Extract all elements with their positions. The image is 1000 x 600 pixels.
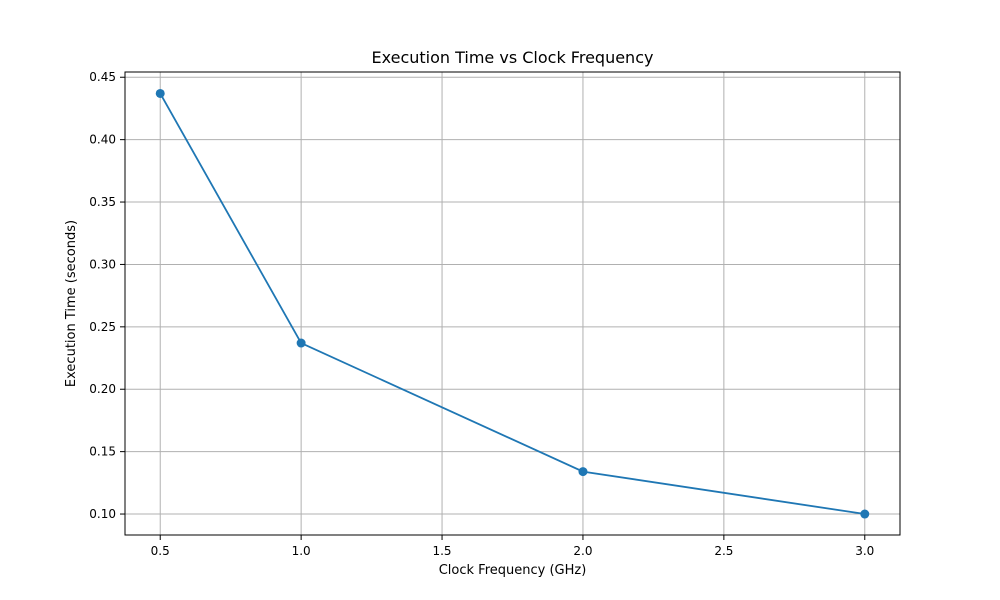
data-point bbox=[578, 467, 588, 477]
y-axis-label: Execution Time (seconds) bbox=[64, 220, 79, 387]
y-tick-label: 0.45 bbox=[89, 70, 116, 84]
x-axis-label: Clock Frequency (GHz) bbox=[439, 563, 587, 578]
x-tick-label: 1.0 bbox=[292, 544, 311, 558]
y-tick-label: 0.40 bbox=[89, 133, 116, 147]
data-point bbox=[155, 88, 165, 98]
grid bbox=[125, 72, 900, 535]
data-point bbox=[296, 338, 306, 348]
series-layer bbox=[155, 88, 870, 519]
data-point bbox=[860, 509, 870, 519]
x-tick-label: 2.0 bbox=[573, 544, 592, 558]
y-tick-label: 0.15 bbox=[89, 445, 116, 459]
y-tick-label: 0.30 bbox=[89, 257, 116, 271]
plot-frame bbox=[124, 71, 901, 536]
x-tick-label: 2.5 bbox=[714, 544, 733, 558]
chart-title: Execution Time vs Clock Frequency bbox=[372, 48, 654, 67]
x-tick-label: 0.5 bbox=[151, 544, 170, 558]
y-tick-label: 0.25 bbox=[89, 320, 116, 334]
y-tick-label: 0.10 bbox=[89, 507, 116, 521]
series-line bbox=[159, 93, 865, 515]
axis-ticks: 0.5 1.0 1.5 2.0 2.5 3.0 0.10 0.15 0.20 0.25 0.30 0.… bbox=[89, 70, 874, 558]
x-tick-label: 3.0 bbox=[855, 544, 874, 558]
x-tick-label: 1.5 bbox=[432, 544, 451, 558]
y-tick-label: 0.35 bbox=[89, 195, 116, 209]
y-tick-label: 0.20 bbox=[89, 382, 116, 396]
